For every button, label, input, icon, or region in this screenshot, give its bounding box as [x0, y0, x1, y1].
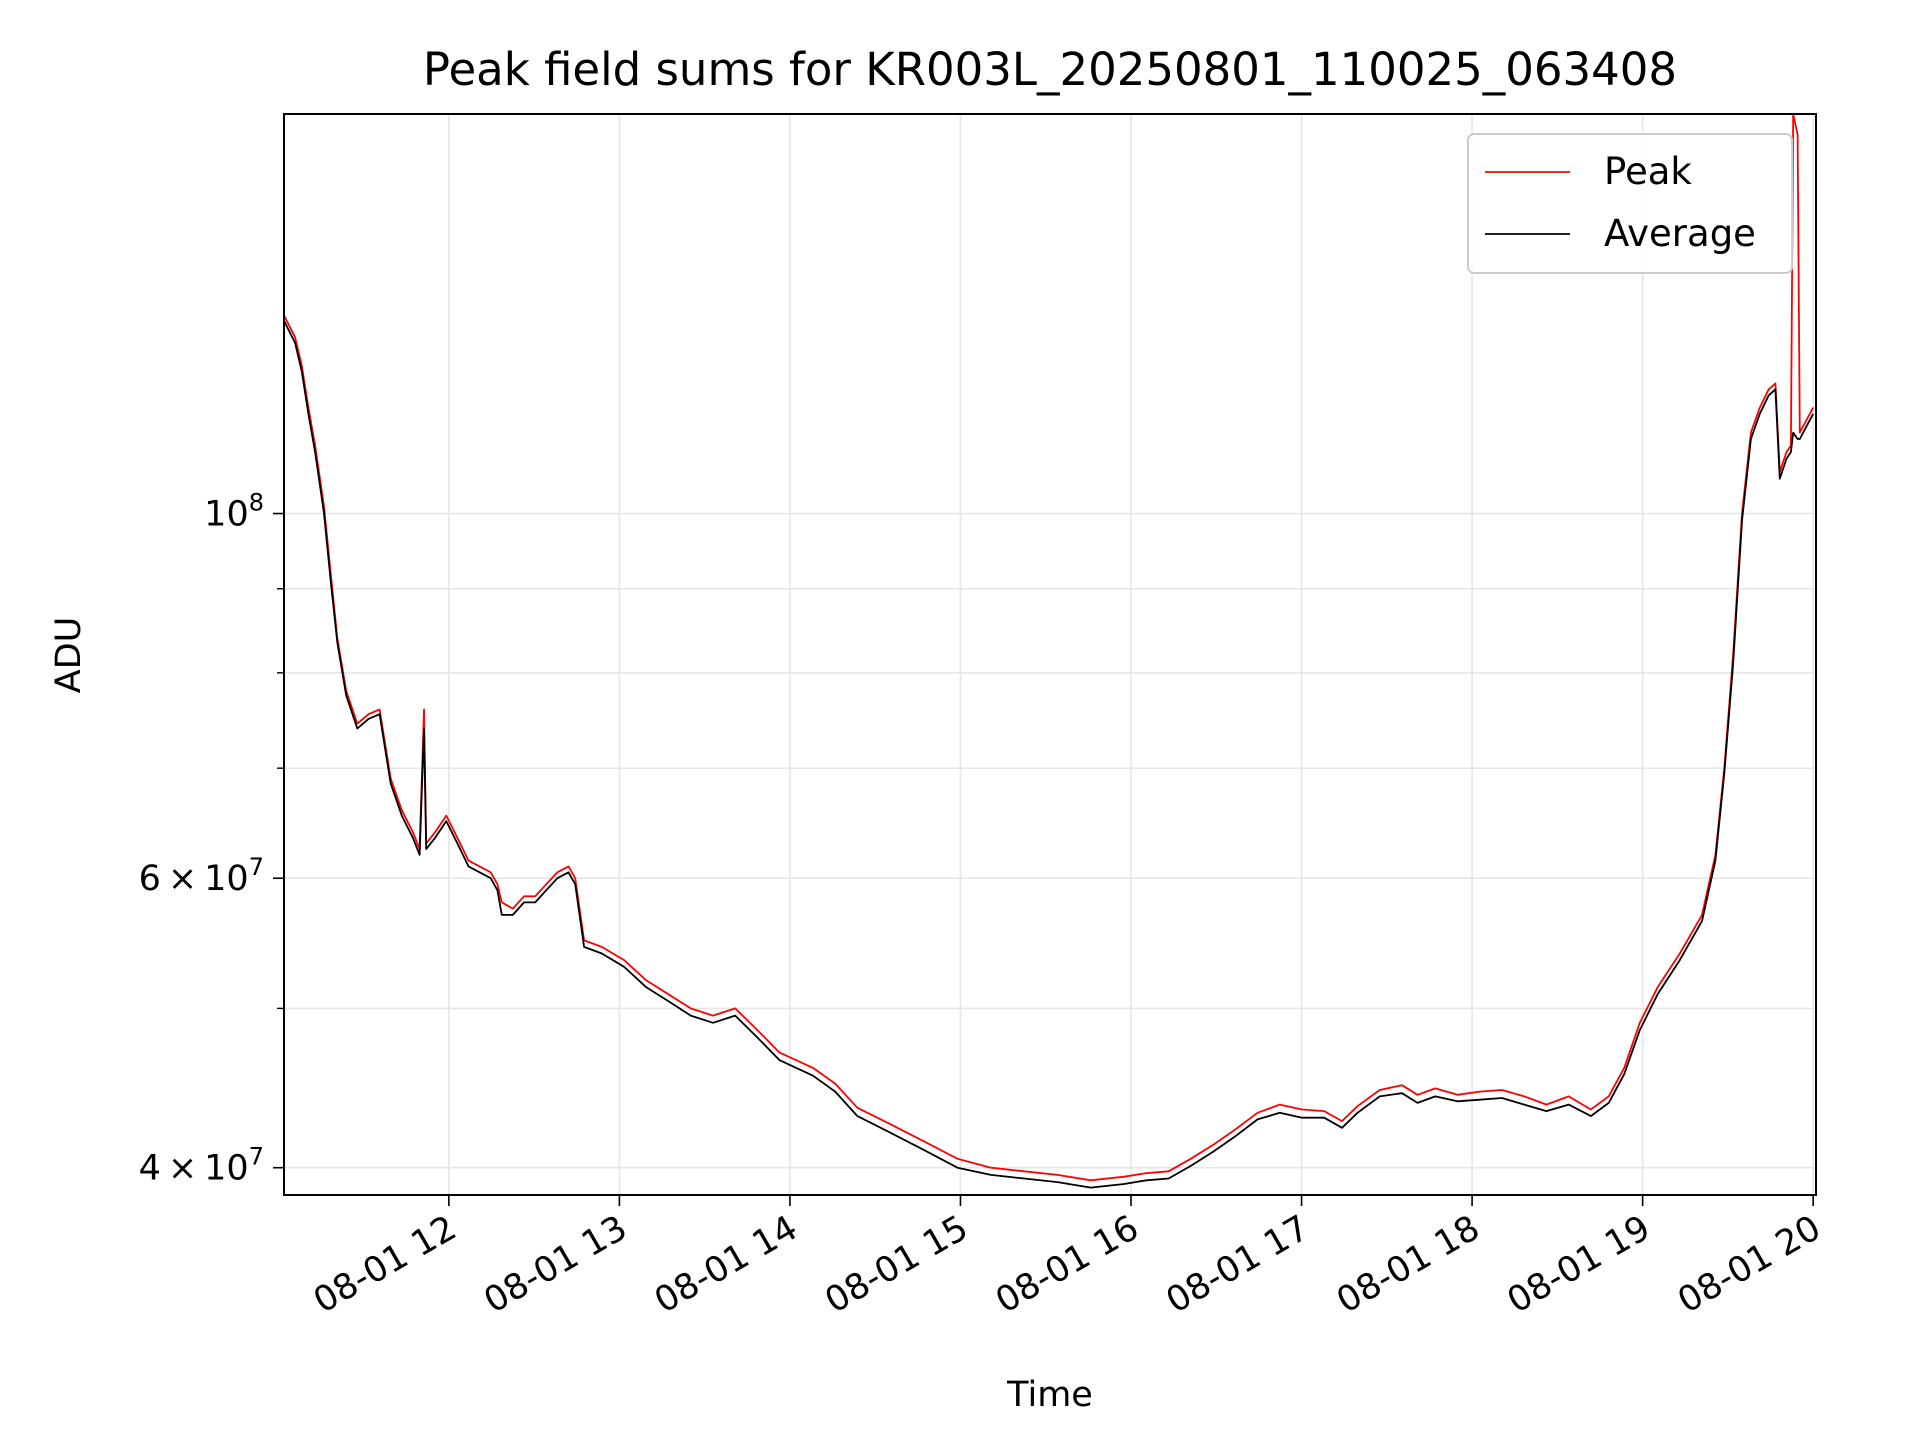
y-tick-label: 4 × 107: [139, 1143, 264, 1189]
y-tick-label: 6 × 107: [139, 853, 264, 899]
legend-label-peak: Peak: [1604, 150, 1692, 193]
legend: Peak Average: [1467, 133, 1793, 274]
y-tick-label: 108: [204, 489, 264, 535]
series-line-average: [284, 320, 1814, 1189]
y-axis-label: ADU: [49, 617, 89, 694]
grid-layer: [284, 114, 1816, 1195]
x-axis-label: Time: [1006, 1375, 1093, 1415]
y-axis: 4 × 107 6 × 107 108: [139, 489, 284, 1189]
plot-frame: [283, 113, 1817, 1196]
chart-title: Peak field sums for KR003L_20250801_1100…: [423, 43, 1677, 96]
legend-box: [1467, 133, 1793, 274]
legend-label-average: Average: [1604, 212, 1756, 255]
series-layer: [284, 114, 1814, 1189]
